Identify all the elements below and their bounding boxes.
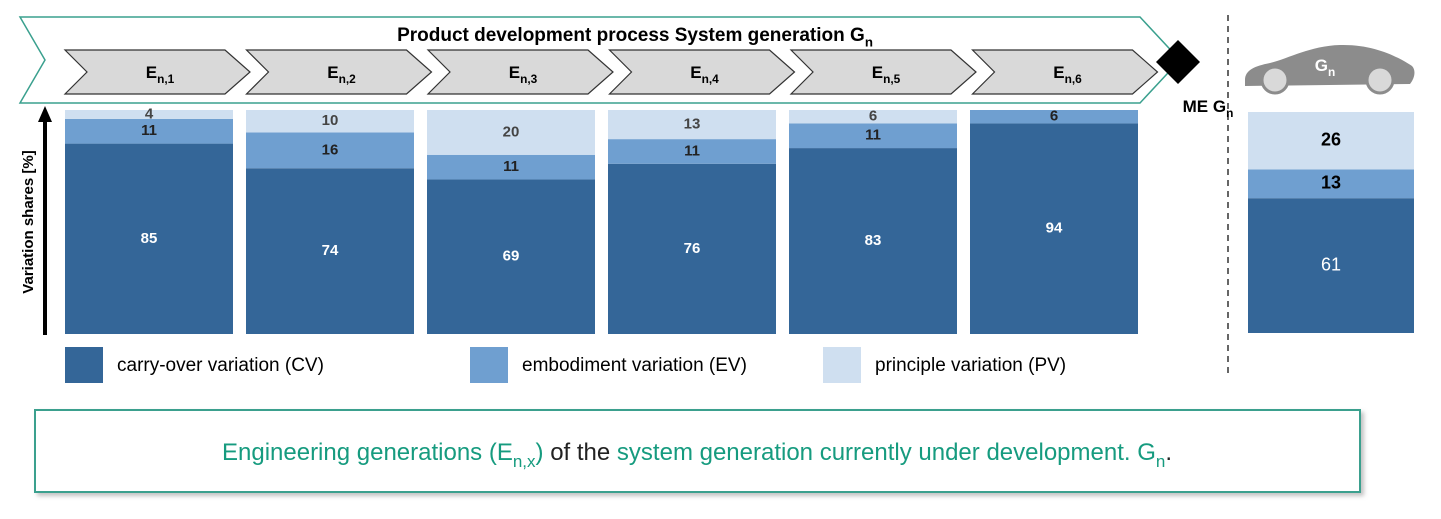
bar-segment [427, 179, 595, 334]
milestone-label-sub: n [1226, 106, 1233, 120]
data-label: 26 [1321, 129, 1341, 149]
data-label: 83 [865, 232, 882, 249]
legend-label: embodiment variation (EV) [522, 355, 747, 376]
car-wheel [1260, 65, 1290, 95]
bar-segment [65, 143, 233, 334]
caption-segment: n [1156, 452, 1165, 471]
phase-label-main: E [872, 63, 883, 82]
phase-chevron [971, 49, 1159, 95]
data-label: 4 [145, 105, 154, 122]
bar-segment [246, 168, 414, 334]
data-label: 13 [684, 116, 701, 133]
y-axis-label: Variation shares [%] [20, 150, 37, 293]
phase-chevron [245, 49, 433, 95]
data-label: 69 [503, 248, 520, 265]
gn-label-sub: n [1328, 65, 1335, 79]
caption-segment: Engineering generations (E [222, 439, 513, 466]
legend-swatch [823, 347, 861, 383]
phase-label-sub: n,2 [339, 72, 357, 86]
phase-label: En,6 [1053, 63, 1082, 86]
phase-label: En,5 [872, 63, 901, 86]
legend-label: carry-over variation (CV) [117, 355, 324, 376]
caption-box [34, 409, 1361, 493]
legend-swatch [470, 347, 508, 383]
bar-segment [789, 110, 957, 124]
phase-label: En,1 [146, 63, 175, 86]
bar-segment [608, 139, 776, 164]
data-label: 61 [1321, 254, 1341, 274]
data-label: 20 [503, 123, 520, 140]
phase-label: En,3 [509, 63, 538, 86]
phase-label-main: E [327, 63, 338, 82]
data-label: 16 [322, 141, 339, 158]
chart-layer: Product development process System gener… [20, 25, 1414, 471]
milestone-label-main: ME G [1183, 97, 1226, 116]
bar-segment [789, 148, 957, 334]
phase-label-main: E [690, 63, 701, 82]
phase-label: En,4 [690, 63, 719, 86]
bar-segment [608, 163, 776, 334]
phase-label-sub: n,6 [1065, 72, 1083, 86]
caption-segment: . [1165, 439, 1172, 466]
bar-segment [789, 123, 957, 149]
phase-label: En,2 [327, 63, 356, 86]
legend-label: principle variation (PV) [875, 355, 1066, 376]
car-wheel [1365, 65, 1395, 95]
phase-chevron [608, 49, 796, 95]
bar-segment [65, 118, 233, 144]
phase-label-main: E [509, 63, 520, 82]
data-label: 11 [503, 158, 519, 175]
caption-segment: of the [544, 439, 617, 466]
phase-label-main: E [146, 63, 157, 82]
y-axis-arrowhead [38, 106, 52, 122]
data-label: 11 [865, 127, 881, 144]
data-label: 74 [322, 242, 339, 259]
gn-label-main: G [1315, 56, 1328, 75]
phase-label-sub: n,3 [520, 72, 538, 86]
bar-segment [1248, 112, 1414, 170]
caption-segment: ) [536, 439, 544, 466]
data-label: 11 [684, 142, 700, 159]
phase-label-main: E [1053, 63, 1064, 82]
data-label: 6 [869, 108, 877, 125]
data-label: 13 [1321, 173, 1341, 193]
chart-title-main: Product development process System gener… [397, 25, 865, 46]
caption-segment: system generation currently under develo… [617, 439, 1156, 466]
phase-label-sub: n,5 [883, 72, 901, 86]
bar-segment [427, 154, 595, 180]
milestone-diamond [1156, 40, 1200, 84]
chart-title: Product development process System gener… [397, 25, 873, 50]
data-label: 76 [684, 240, 701, 257]
legend-swatch [65, 347, 103, 383]
chart-title-sub: n [865, 35, 873, 50]
bar-segment [427, 110, 595, 155]
phase-chevron [426, 49, 614, 95]
phase-label-sub: n,4 [702, 72, 720, 86]
bar-segment [970, 110, 1138, 124]
phase-chevron [789, 49, 977, 95]
bar-segment [1248, 169, 1414, 199]
data-label: 11 [141, 122, 157, 139]
bar-segment [1248, 198, 1414, 333]
data-label: 94 [1046, 220, 1063, 237]
data-label: 10 [322, 112, 339, 129]
phase-label-sub: n,1 [157, 72, 175, 86]
bar-segment [246, 132, 414, 169]
bar-segment [970, 123, 1138, 334]
data-label: 6 [1050, 108, 1058, 125]
bar-segment [65, 110, 233, 119]
milestone-label: ME Gn [1183, 97, 1234, 120]
gn-label: Gn [1315, 56, 1336, 79]
bar-segment [608, 110, 776, 140]
bar-segment [246, 110, 414, 133]
data-label: 85 [141, 230, 158, 247]
caption: Engineering generations (En,x) of the sy… [222, 439, 1172, 471]
caption-segment: n,x [513, 452, 536, 471]
phase-chevron [63, 49, 251, 95]
